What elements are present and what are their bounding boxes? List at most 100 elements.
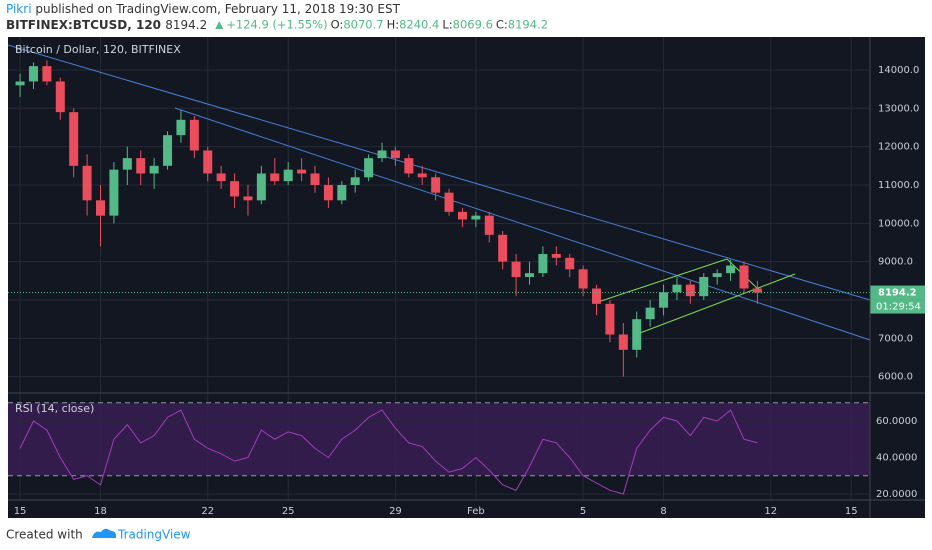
candle-body xyxy=(297,169,307,174)
y-tick-label: 20.0000 xyxy=(876,489,917,500)
y-tick-label: 9000.0 xyxy=(878,257,913,268)
candle-body xyxy=(538,253,548,274)
ohlc-label: H: xyxy=(387,18,400,32)
candle-body xyxy=(712,273,722,277)
candle-body xyxy=(189,119,199,151)
grid xyxy=(8,37,870,500)
up-arrow xyxy=(215,21,224,29)
change: +124.9 (+1.55%) xyxy=(226,18,327,32)
candle-body xyxy=(578,269,588,289)
chart-title: Bitcoin / Dollar, 120, BITFINEX xyxy=(15,43,181,56)
candle-body xyxy=(28,66,38,82)
candle-body xyxy=(96,200,106,216)
candle-body xyxy=(752,288,762,293)
y-tick-label: 60.0000 xyxy=(876,416,917,427)
y-tick-label: 11000.0 xyxy=(878,180,919,191)
candle-body xyxy=(42,66,52,82)
footer-created: Created with xyxy=(6,528,83,542)
candle-body xyxy=(618,334,628,350)
candle-body xyxy=(431,177,441,193)
ohlc-value: 8194.2 xyxy=(508,18,548,32)
footer: Created with TradingView xyxy=(6,528,191,542)
candle-body xyxy=(69,112,79,166)
candle-body xyxy=(511,261,521,277)
countdown: 01:29:54 xyxy=(876,302,921,313)
last: 8194.2 xyxy=(165,18,207,32)
candle-body xyxy=(672,284,682,293)
candle-body xyxy=(230,181,240,197)
candle-body xyxy=(471,215,481,220)
ohlc-value: 8069.6 xyxy=(453,18,493,32)
x-tick-label: 8 xyxy=(660,506,666,517)
last-price-box xyxy=(870,285,925,300)
rsi-band xyxy=(8,402,870,476)
x-tick-label: 22 xyxy=(201,506,214,517)
published: published on TradingView.com, February 1… xyxy=(35,2,400,16)
candle-body xyxy=(350,177,360,185)
y-tick-label: 14000.0 xyxy=(878,65,919,76)
y-tick-label: 7000.0 xyxy=(878,333,913,344)
rsi-line xyxy=(19,409,758,495)
candle-body xyxy=(699,276,709,297)
candle-body xyxy=(149,165,159,174)
x-tick-label: Feb xyxy=(467,506,485,517)
candle-body xyxy=(364,158,374,178)
candle-body xyxy=(726,265,736,274)
candle-body xyxy=(645,307,655,320)
candle-body xyxy=(55,81,65,113)
candle-body xyxy=(323,184,333,201)
candle-body xyxy=(337,184,347,201)
footer-brand[interactable]: TradingView xyxy=(117,528,191,542)
candle-body xyxy=(551,253,561,258)
candle-body xyxy=(390,150,400,159)
candle-body xyxy=(256,173,266,201)
ohlc-value: 8070.7 xyxy=(343,18,383,32)
candle-body xyxy=(685,284,695,297)
candle-body xyxy=(404,158,414,174)
candle-body xyxy=(565,257,575,270)
x-tick-label: 15 xyxy=(14,506,27,517)
y-tick-label: 13000.0 xyxy=(878,103,919,114)
candle-body xyxy=(605,303,615,335)
trendline xyxy=(174,107,871,341)
candle-body xyxy=(283,169,293,182)
ohlc-value: 8240.4 xyxy=(399,18,439,32)
candle-body xyxy=(163,135,173,166)
x-tick-label: 18 xyxy=(94,506,107,517)
candle-body xyxy=(659,292,669,308)
candle-body xyxy=(739,265,749,289)
candle-body xyxy=(632,319,642,350)
candle-body xyxy=(457,211,467,220)
candle-body xyxy=(136,158,146,174)
candle-body xyxy=(15,81,25,86)
rsi-title: RSI (14, close) xyxy=(15,402,94,415)
candle-body xyxy=(417,173,427,178)
x-tick-label: 15 xyxy=(845,506,858,517)
header-quote: +124.9 (+1.55%) O: 8070.7 H: 8240.4 L: 8069.6 C… xyxy=(215,18,548,32)
y-tick-label: 10000.0 xyxy=(878,218,919,229)
candle-body xyxy=(498,234,508,262)
ohlc-label: C: xyxy=(496,18,508,32)
plot: 1518222529Feb5812156000.07000.08000.0900… xyxy=(8,60,925,517)
candle-body xyxy=(270,173,280,182)
logo xyxy=(92,528,117,538)
candle-body xyxy=(82,165,92,201)
candle-body xyxy=(377,150,387,159)
y-tick-label: 40.0000 xyxy=(876,452,917,463)
candle-body xyxy=(203,150,213,174)
candle-body xyxy=(122,158,132,170)
candle-body xyxy=(484,215,494,235)
author[interactable]: Pikri xyxy=(6,2,32,16)
countdown-box xyxy=(870,299,925,314)
y-tick-label: 12000.0 xyxy=(878,142,919,153)
candle-body xyxy=(216,173,226,182)
header-line-1: Pikri published on TradingView.com, Febr… xyxy=(6,2,401,16)
x-tick-label: 25 xyxy=(282,506,295,517)
x-tick-label: 29 xyxy=(389,506,402,517)
candle-body xyxy=(176,119,186,136)
y-tick-label: 6000.0 xyxy=(878,372,913,383)
candle-body xyxy=(109,169,119,216)
trendline xyxy=(7,44,871,301)
candle-body xyxy=(592,288,602,304)
